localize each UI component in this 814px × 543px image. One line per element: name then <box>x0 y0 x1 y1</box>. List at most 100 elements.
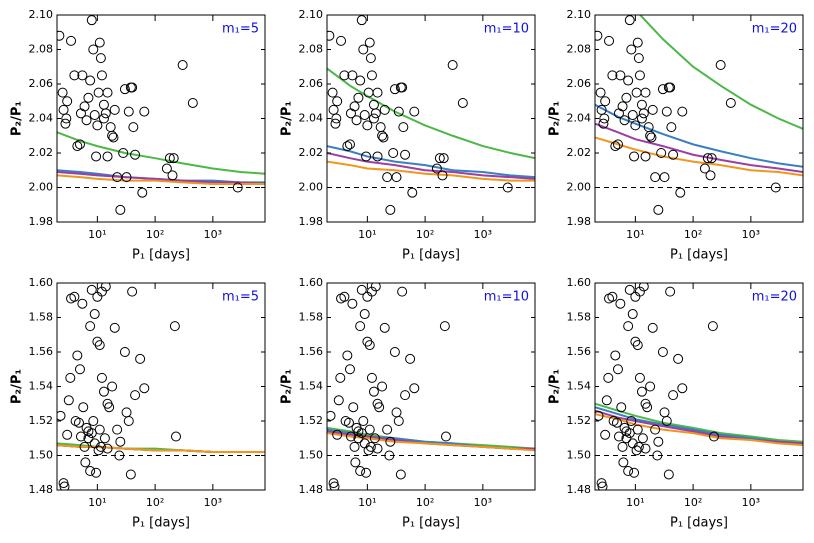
panel: 1.60 1.58 1.56 1.54 1.52 1.50 1.48 10¹ 10² 10³ P₁ … <box>280 276 536 531</box>
point <box>344 139 355 150</box>
point <box>362 291 373 302</box>
y-tick-label: 1.48 <box>29 483 54 496</box>
x-tick-label: 10² <box>146 228 164 241</box>
y-tick-label: 1.56 <box>567 345 592 358</box>
point <box>385 436 396 447</box>
plot-area <box>327 283 535 490</box>
point <box>80 457 91 468</box>
point <box>633 441 644 452</box>
point <box>107 381 118 392</box>
point <box>665 82 676 93</box>
point <box>397 286 408 297</box>
point <box>77 70 88 81</box>
point <box>631 87 642 98</box>
y-tick-label: 1.54 <box>567 380 592 393</box>
y-tick-label: 1.60 <box>299 276 324 289</box>
curve <box>327 160 535 182</box>
point <box>57 30 65 41</box>
point <box>439 321 450 332</box>
point <box>73 417 84 428</box>
plot-area <box>57 15 265 215</box>
point <box>63 395 74 406</box>
y-tick-label: 1.48 <box>299 483 324 496</box>
point <box>638 108 649 119</box>
x-tick-label: 10³ <box>204 496 222 509</box>
point <box>619 422 630 433</box>
point <box>407 187 418 198</box>
point <box>607 70 618 81</box>
point <box>604 35 615 46</box>
point <box>137 187 148 198</box>
annotation: m₁=20 <box>752 290 797 305</box>
point <box>345 431 356 442</box>
point <box>330 118 341 129</box>
y-tick-label: 1.50 <box>567 449 592 462</box>
point <box>177 60 188 71</box>
point <box>398 122 409 133</box>
point <box>102 87 113 98</box>
point <box>335 372 346 383</box>
point <box>366 372 377 383</box>
point <box>715 60 726 71</box>
point <box>343 417 354 428</box>
point <box>102 151 113 162</box>
point <box>347 70 358 81</box>
point <box>612 139 623 150</box>
y-axis-label: P₂/P₁ <box>548 369 563 404</box>
y-tick-label: 2.06 <box>29 77 54 90</box>
point <box>661 416 672 426</box>
point <box>636 99 647 110</box>
point <box>161 163 172 174</box>
point <box>650 172 661 183</box>
point <box>638 283 649 292</box>
point <box>331 113 342 124</box>
point <box>633 53 644 64</box>
point <box>164 153 175 164</box>
point <box>645 381 656 392</box>
point <box>125 469 136 480</box>
panel: 2.10 2.08 2.06 2.04 2.02 2.00 1.98 10¹ 10² 10³ P₁ … <box>280 8 536 263</box>
point <box>349 101 360 112</box>
point <box>69 70 80 81</box>
point <box>668 149 679 160</box>
x-tick-label: 10² <box>416 228 434 241</box>
point <box>366 286 377 297</box>
y-tick-label: 2.10 <box>567 8 592 21</box>
point <box>60 118 71 129</box>
point <box>66 35 77 46</box>
point <box>391 407 402 418</box>
point <box>329 481 340 490</box>
point <box>336 35 347 46</box>
y-tick-label: 1.56 <box>299 345 324 358</box>
curve <box>595 136 803 177</box>
point <box>702 153 713 164</box>
point <box>342 141 353 152</box>
x-axis-label: P₁ [days] <box>132 516 190 531</box>
point <box>91 151 102 162</box>
point <box>626 416 637 426</box>
point <box>610 141 621 152</box>
point <box>647 104 658 115</box>
point <box>409 106 420 117</box>
point <box>187 97 198 108</box>
point <box>139 106 150 117</box>
point <box>342 350 353 361</box>
y-tick-label: 2.02 <box>567 146 592 159</box>
point <box>634 372 645 383</box>
y-tick-label: 2.04 <box>29 112 54 125</box>
point <box>610 350 621 361</box>
point <box>612 364 623 375</box>
point <box>370 108 381 119</box>
point <box>65 372 76 383</box>
panel: 2.10 2.08 2.06 2.04 2.02 2.00 1.98 10¹ 10² 10³ P₁ … <box>548 8 804 263</box>
y-tick-label: 1.98 <box>29 215 54 228</box>
point <box>619 115 630 126</box>
point <box>98 113 109 124</box>
y-tick-label: 1.60 <box>29 276 54 289</box>
annotation: m₁=20 <box>752 22 797 37</box>
point <box>94 340 105 351</box>
y-tick-label: 2.02 <box>29 146 54 159</box>
point <box>135 353 146 364</box>
point <box>617 441 628 452</box>
curve <box>57 131 265 175</box>
